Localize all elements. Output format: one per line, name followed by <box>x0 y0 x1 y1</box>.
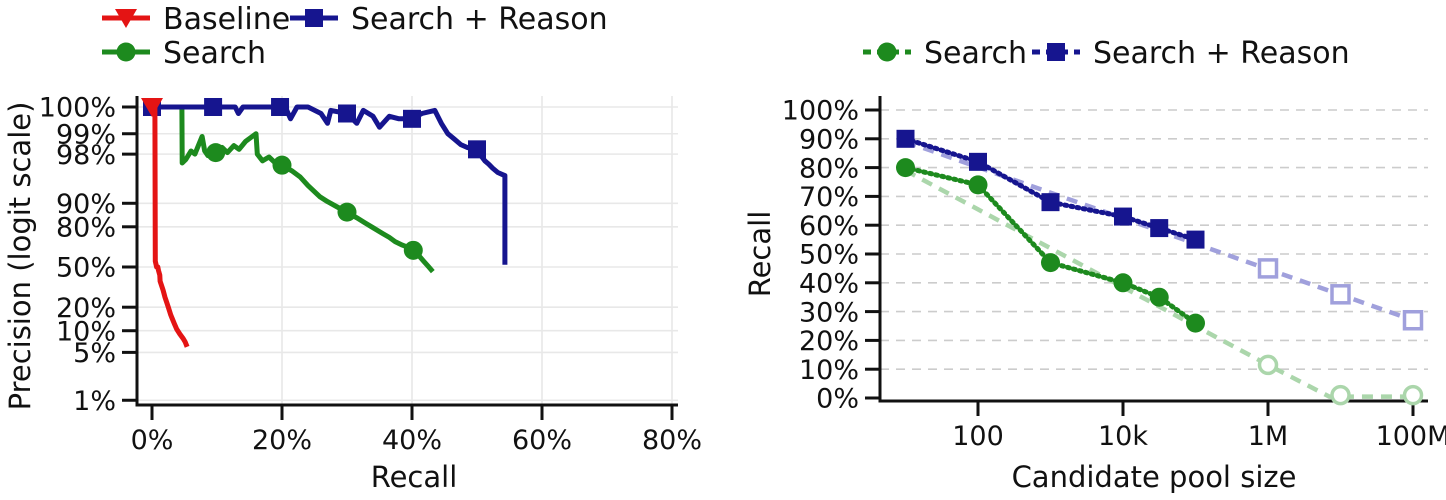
x-tick-label: 10k <box>1098 421 1148 452</box>
search-reason-marker <box>271 97 290 116</box>
recall-vs-pool-chart: 0%10%20%30%40%50%60%70%80%90%100%100 10k 1… <box>743 36 1446 494</box>
search-marker <box>968 175 988 195</box>
legend-marker-search <box>877 42 897 62</box>
x-tick-label: 100M <box>1376 421 1446 452</box>
search-reason-extrapolated-marker <box>1402 309 1424 331</box>
y-tick-label: 50% <box>799 240 859 271</box>
pr-curve-axes <box>135 96 678 407</box>
pr-curve-legend: Baseline Search + Reason Search <box>102 2 608 71</box>
y-tick-label: 20% <box>56 293 116 324</box>
recall-vs-pool-ylabel: Recall <box>743 211 777 298</box>
y-tick-label: 50% <box>56 253 116 284</box>
legend-marker-search-reason <box>305 9 323 27</box>
pr-curve-xlabel: Recall <box>371 460 458 494</box>
search-reason-marker <box>338 104 356 123</box>
search-reason-marker <box>204 97 223 116</box>
search-reason-marker <box>1186 230 1205 249</box>
search-extrapolated-line <box>904 168 1413 399</box>
y-tick-label: 98% <box>56 140 116 171</box>
recall-vs-pool-legend: Search Search + Reason <box>863 36 1350 71</box>
search-marker <box>337 202 357 222</box>
y-tick-label: 100% <box>782 96 859 127</box>
pr-curve-grid <box>137 96 678 405</box>
x-tick-label: 0% <box>131 425 174 456</box>
series-search <box>152 104 435 274</box>
x-tick-label: 40% <box>382 425 442 456</box>
y-tick-label: 90% <box>799 125 859 156</box>
legend-marker-search <box>116 42 136 62</box>
search-marker <box>1149 287 1169 307</box>
baseline-marker <box>141 97 163 117</box>
search-reason-marker <box>1114 207 1132 226</box>
search-marker <box>403 240 423 260</box>
y-tick-label: 10% <box>799 355 859 386</box>
search-reason-marker <box>468 140 486 159</box>
y-tick-label: 70% <box>799 182 859 213</box>
y-tick-label: 80% <box>799 153 859 184</box>
series-search <box>896 158 1205 333</box>
y-tick-label: 80% <box>56 213 116 244</box>
legend-label-search: Search <box>163 36 266 71</box>
search-reason-extrapolated-marker <box>1330 284 1351 305</box>
recall-vs-pool-grid <box>880 109 1428 371</box>
y-tick-label: 90% <box>56 189 116 220</box>
pr-curve-ylabel: Precision (logit scale) <box>3 102 37 411</box>
baseline-line <box>152 104 190 348</box>
recall-vs-pool-xlabel: Candidate pool size <box>1012 460 1297 494</box>
series-search-reason <box>143 97 508 265</box>
search-marker <box>272 155 292 175</box>
recall-vs-pool-axes <box>878 96 1428 403</box>
y-tick-label: 60% <box>799 211 859 242</box>
search-marker <box>1186 313 1205 333</box>
legend-marker-search-reason <box>1047 43 1065 61</box>
legend-label-baseline: Baseline <box>163 2 290 37</box>
y-tick-label: 40% <box>799 269 859 300</box>
y-tick-label: 100% <box>39 93 116 124</box>
y-tick-label: 1% <box>73 386 116 417</box>
x-tick-label: 80% <box>642 425 702 456</box>
search-marker <box>1041 253 1060 273</box>
search-reason-marker <box>969 152 987 171</box>
legend-label-search-reason: Search + Reason <box>1093 36 1350 71</box>
x-tick-label: 20% <box>252 425 312 456</box>
pr-curve-chart: 100%99%98%90%80%50%20%10%5%1%0% 20% 40% 60%… <box>3 2 702 494</box>
search-reason-marker <box>1150 219 1169 238</box>
legend-marker-baseline <box>115 9 137 28</box>
y-tick-label: 99% <box>56 119 116 150</box>
search-marker <box>1113 273 1133 293</box>
y-tick-label: 10% <box>56 316 116 347</box>
search-extrapolated-marker <box>1257 354 1279 376</box>
legend-label-search: Search <box>924 36 1027 71</box>
recall-vs-pool-x-ticks: 100 10k 1M 100M <box>952 401 1446 452</box>
legend-label-search-reason: Search + Reason <box>351 2 608 37</box>
search-extrapolated-marker <box>1330 384 1351 406</box>
search-extrapolated-marker <box>1402 384 1424 406</box>
search-line <box>152 104 435 274</box>
search-reason-extrapolated-marker <box>1257 258 1279 279</box>
search-reason-marker <box>896 129 915 148</box>
y-tick-label: 30% <box>799 297 859 328</box>
recall-vs-pool-y-ticks: 0%10%20%30%40%50%60%70%80%90%100% <box>782 96 880 415</box>
y-tick-label: 20% <box>799 326 859 357</box>
search-reason-marker <box>403 109 421 128</box>
x-tick-label: 60% <box>512 425 572 456</box>
x-tick-label: 100 <box>952 421 1004 452</box>
pr-curve-y-ticks: 100%99%98% 90%80% 50% 20%10%5% 1% <box>39 93 137 417</box>
y-tick-label: 0% <box>816 384 859 415</box>
search-reason-line <box>152 104 508 265</box>
series-search-reason <box>896 129 1205 249</box>
search-marker <box>896 158 915 178</box>
search-reason-marker <box>1041 193 1060 212</box>
series-search-extrapolated <box>904 168 1424 406</box>
x-tick-label: 1M <box>1248 421 1288 452</box>
search-marker <box>206 143 226 163</box>
y-tick-label: 5% <box>73 338 116 369</box>
pr-curve-x-ticks: 0% 20% 40% 60% 80% <box>131 405 702 456</box>
series-baseline <box>141 97 190 348</box>
